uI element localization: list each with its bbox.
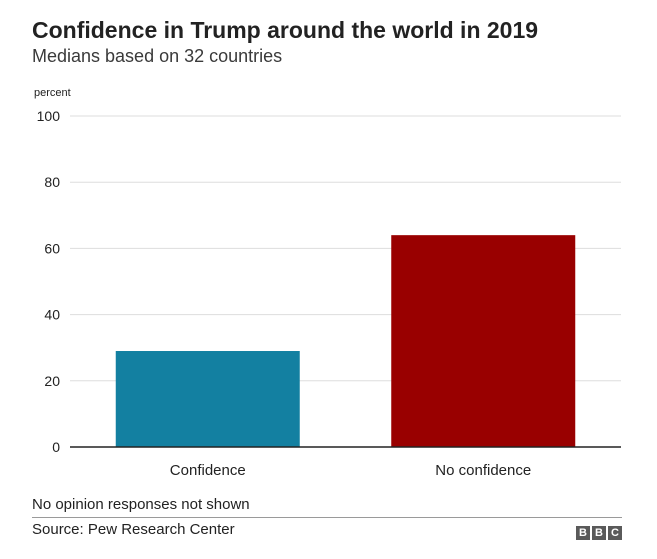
x-tick-label: No confidence (435, 462, 531, 479)
x-tick-label: Confidence (170, 462, 246, 479)
y-tick-label: 60 (44, 240, 60, 256)
bar-no-confidence (391, 235, 576, 447)
chart-subtitle: Medians based on 32 countries (32, 46, 283, 66)
chart-footnote: No opinion responses not shown (32, 496, 250, 513)
chart-source: Source: Pew Research Center (32, 521, 235, 538)
y-tick-label: 0 (52, 439, 60, 455)
bbc-logo-letter: B (576, 526, 590, 540)
bar-chart: percent 0 20 40 60 80 100 Confidence No confiden… (34, 87, 621, 479)
chart-title: Confidence in Trump around the world in … (32, 17, 539, 43)
y-tick-label: 80 (44, 174, 60, 190)
bbc-logo: B B C (576, 526, 622, 540)
y-tick-label: 20 (44, 373, 60, 389)
y-tick-label: 100 (37, 108, 61, 124)
footer-divider (32, 517, 622, 518)
y-axis-label: percent (34, 87, 71, 99)
bbc-logo-letter: C (608, 526, 622, 540)
bar-confidence (115, 351, 300, 447)
y-tick-label: 40 (44, 307, 60, 323)
bbc-logo-letter: B (592, 526, 606, 540)
